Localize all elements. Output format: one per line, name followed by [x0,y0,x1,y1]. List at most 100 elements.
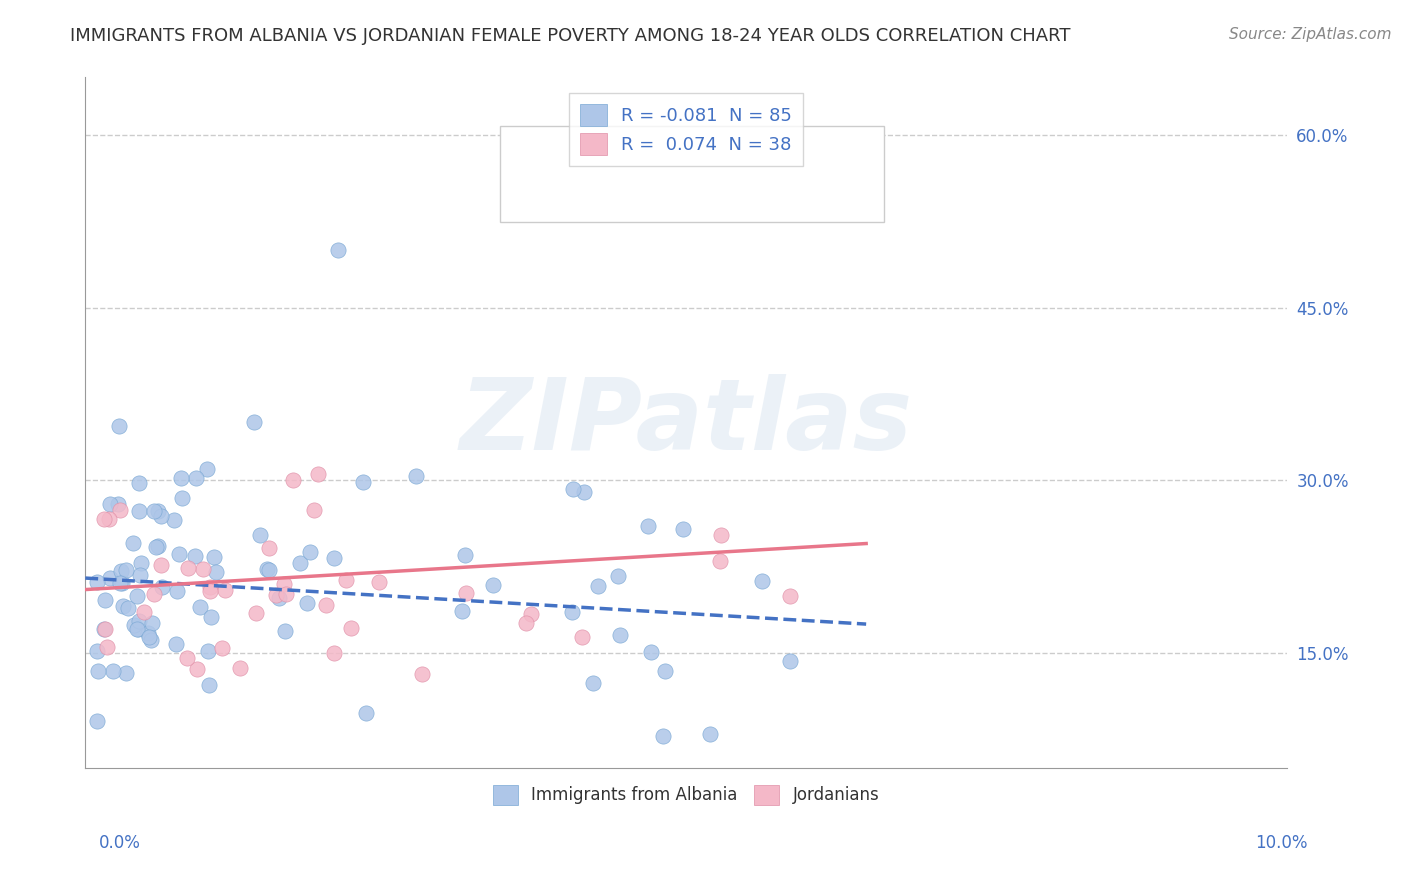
Point [98,571,121,585]
Point [654,665,676,679]
Point [96,640,118,655]
Point [481,577,503,591]
Point [110,564,132,578]
Point [86,575,108,590]
Point [779,654,801,668]
Text: Source: ZipAtlas.com: Source: ZipAtlas.com [1229,27,1392,42]
Point [299,545,322,559]
Legend: Immigrants from Albania, Jordanians: Immigrants from Albania, Jordanians [482,774,889,815]
Point [456,586,478,600]
Point [352,475,374,490]
Point [186,662,208,676]
Point [266,588,288,602]
Point [122,536,145,550]
Point [515,615,537,630]
Point [609,628,631,642]
Point [101,664,124,678]
Point [571,630,593,644]
Point [302,503,325,517]
Point [562,483,585,497]
Point [141,615,163,630]
Point [273,577,295,591]
Point [356,706,378,720]
Point [128,475,150,490]
Point [200,609,222,624]
Point [295,596,318,610]
Point [779,589,801,603]
Point [93,593,115,607]
Point [169,547,191,561]
Point [93,622,115,636]
Point [197,462,219,476]
Point [86,644,108,658]
Point [138,630,160,644]
Point [129,567,152,582]
Point [637,518,659,533]
Point [699,727,721,741]
Point [326,243,349,257]
Point [122,617,145,632]
Point [188,599,211,614]
Point [249,527,271,541]
Point [150,580,173,594]
Point [108,503,131,517]
Point [242,415,264,429]
Point [307,467,329,481]
Point [107,497,129,511]
Text: 0.0%: 0.0% [98,834,141,852]
Point [148,504,170,518]
Point [454,548,477,562]
Point [93,512,115,526]
Point [214,583,236,598]
Point [411,667,433,681]
Point [86,664,108,678]
Point [163,513,186,527]
Point [148,539,170,553]
Point [405,469,427,483]
Point [561,605,583,619]
Point [197,643,219,657]
Point [202,550,225,565]
Point [114,665,136,680]
Point [129,556,152,570]
Point [651,729,673,743]
Point [166,583,188,598]
Point [640,645,662,659]
Text: ZIPatlas: ZIPatlas [460,374,912,471]
Point [572,484,595,499]
Point [177,560,200,574]
Point [150,509,173,524]
Point [710,527,733,541]
Point [117,601,139,615]
Point [586,579,609,593]
Point [315,599,337,613]
Point [340,621,363,635]
Point [165,637,187,651]
Point [581,676,603,690]
Point [94,622,117,636]
Point [184,549,207,563]
Point [145,540,167,554]
Point [108,576,131,591]
Point [127,622,149,636]
Point [128,614,150,628]
Point [142,504,165,518]
Point [276,587,298,601]
Point [274,624,297,639]
Point [520,607,543,621]
Point [335,573,357,587]
Point [186,471,208,485]
Point [245,606,267,620]
Point [136,626,159,640]
Point [170,471,193,485]
Point [176,650,198,665]
Point [128,503,150,517]
Point [211,641,233,656]
Point [198,581,221,595]
Point [198,678,221,692]
FancyBboxPatch shape [499,126,884,222]
Point [205,565,228,579]
Point [98,497,121,511]
Point [125,622,148,636]
Point [709,554,731,568]
